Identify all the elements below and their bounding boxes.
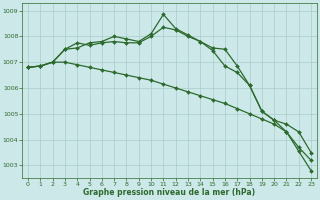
X-axis label: Graphe pression niveau de la mer (hPa): Graphe pression niveau de la mer (hPa): [84, 188, 256, 197]
